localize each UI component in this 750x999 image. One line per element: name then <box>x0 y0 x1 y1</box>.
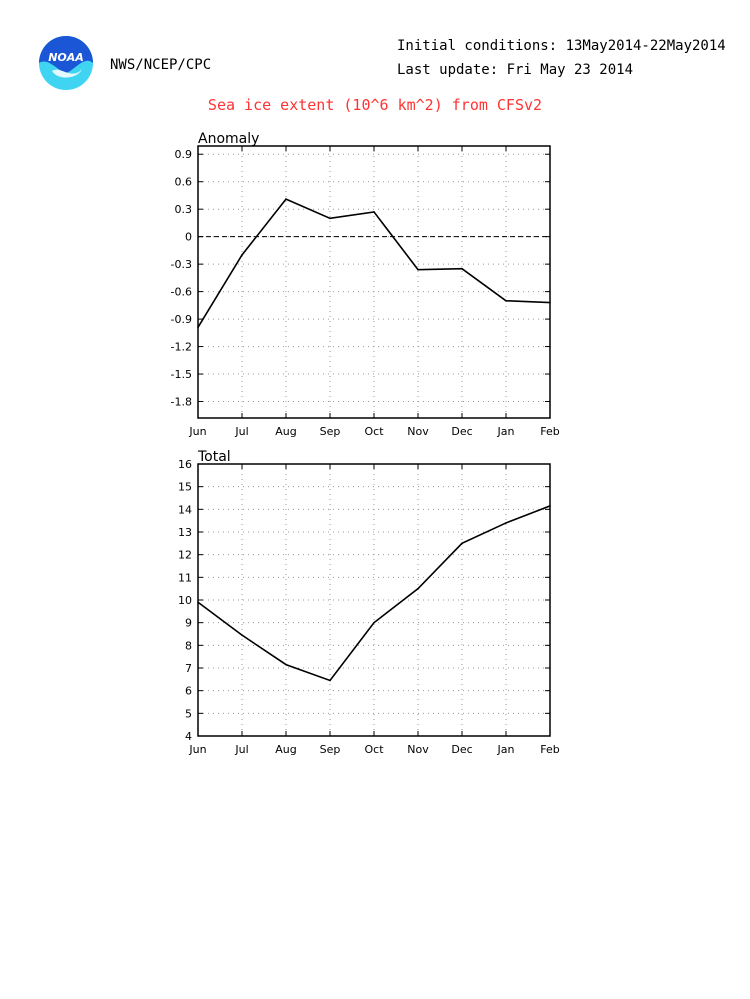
total-xtick-label: Jul <box>234 743 248 756</box>
anomaly-series-line <box>197 198 551 328</box>
total-xtick-label: Dec <box>451 743 472 756</box>
anomaly-xtick-label: Oct <box>364 425 384 438</box>
anomaly-data-point <box>505 299 507 302</box>
anomaly-data-point <box>549 301 551 304</box>
anomaly-xtick-label: Aug <box>275 425 296 438</box>
anomaly-data-point <box>241 254 243 256</box>
total-ytick-label: 13 <box>178 526 192 539</box>
total-data-point <box>549 505 551 507</box>
total-xtick-label: Nov <box>407 743 429 756</box>
anomaly-data-point <box>417 268 419 271</box>
anomaly-ytick-label: 0.6 <box>175 176 193 189</box>
total-ytick-label: 12 <box>178 549 192 562</box>
total-data-point <box>285 663 287 666</box>
anomaly-data-point <box>197 326 199 329</box>
total-ytick-label: 8 <box>185 639 192 652</box>
total-xtick-label: Jun <box>188 743 206 756</box>
anomaly-data-point <box>373 211 375 213</box>
total-ytick-label: 14 <box>178 503 192 516</box>
total-ytick-label: 6 <box>185 685 192 698</box>
total-ytick-label: 7 <box>185 662 192 675</box>
total-xtick-label: Feb <box>540 743 559 756</box>
anomaly-ytick-label: -0.3 <box>171 258 192 271</box>
anomaly-ytick-label: -0.9 <box>171 313 192 326</box>
anomaly-ytick-label: 0.3 <box>175 203 193 216</box>
total-xtick-label: Sep <box>320 743 341 756</box>
anomaly-data-point <box>461 267 463 270</box>
anomaly-panel-title: Anomaly <box>198 131 259 147</box>
total-xtick-label: Aug <box>275 743 296 756</box>
total-ytick-label: 9 <box>185 617 192 630</box>
total-panel-title: Total <box>197 449 231 465</box>
anomaly-xtick-label: Sep <box>320 425 341 438</box>
total-data-point <box>373 621 375 624</box>
anomaly-data-point <box>329 217 331 220</box>
total-data-point <box>197 601 199 604</box>
anomaly-data-point <box>285 198 287 200</box>
anomaly-xtick-label: Jun <box>188 425 206 438</box>
anomaly-ytick-label: -1.8 <box>171 396 192 409</box>
noaa-logo: NOAA <box>39 36 93 90</box>
anomaly-xtick-label: Jan <box>497 425 515 438</box>
anomaly-xtick-label: Jul <box>234 425 248 438</box>
organization-label: NWS/NCEP/CPC <box>110 57 212 73</box>
total-data-point <box>329 679 331 682</box>
anomaly-xtick-label: Feb <box>540 425 559 438</box>
last-update-label: Last update: Fri May 23 2014 <box>397 62 634 78</box>
total-data-point <box>505 522 507 524</box>
total-ytick-label: 16 <box>178 458 192 471</box>
total-ytick-label: 15 <box>178 481 192 494</box>
chart-title: Sea ice extent (10^6 km^2) from CFSv2 <box>207 96 543 114</box>
total-ytick-label: 4 <box>185 730 192 743</box>
total-ytick-label: 10 <box>178 594 192 607</box>
total-data-point <box>417 587 419 590</box>
total-xtick-label: Oct <box>364 743 384 756</box>
logo-text: NOAA <box>48 51 84 64</box>
anomaly-ytick-label: -1.5 <box>171 368 192 381</box>
anomaly-ytick-label: 0.9 <box>175 148 193 161</box>
anomaly-xtick-label: Nov <box>407 425 429 438</box>
anomaly-ytick-label: -0.6 <box>171 286 192 299</box>
anomaly-xtick-label: Dec <box>451 425 472 438</box>
anomaly-ytick-label: 0 <box>185 231 192 244</box>
total-xtick-label: Jan <box>497 743 515 756</box>
total-data-point <box>461 542 463 545</box>
initial-conditions-label: Initial conditions: 13May2014-22May2014 <box>397 38 726 54</box>
total-data-point <box>241 634 243 636</box>
anomaly-ytick-label: -1.2 <box>171 341 192 354</box>
total-ytick-label: 11 <box>178 571 192 584</box>
total-ytick-label: 5 <box>185 707 192 720</box>
